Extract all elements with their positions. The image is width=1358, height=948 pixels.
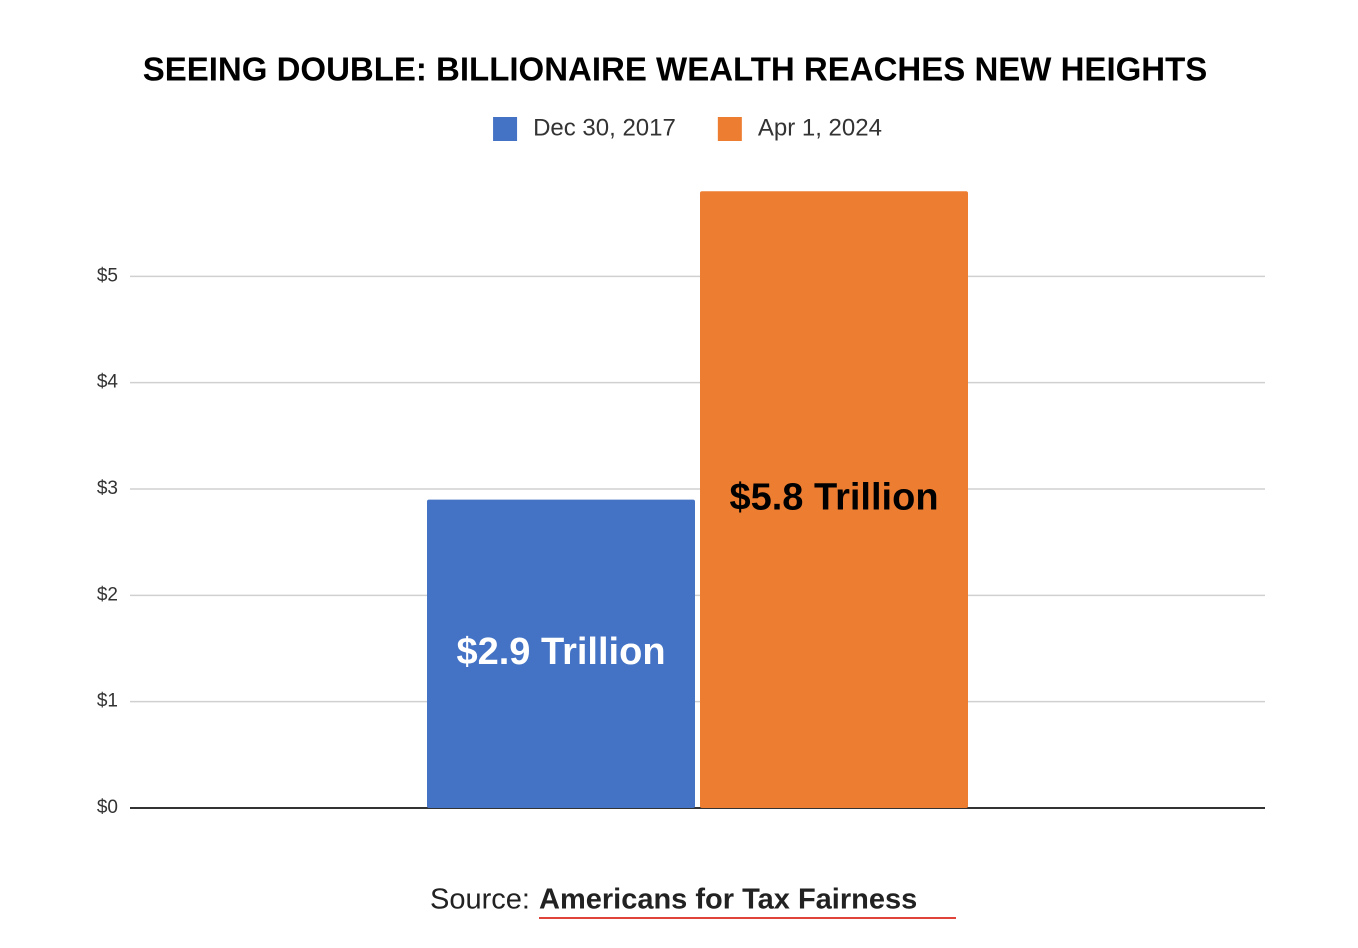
- legend-label: Apr 1, 2024: [758, 114, 882, 141]
- y-tick-label: $0: [97, 797, 118, 818]
- chart-title: SEEING DOUBLE: BILLIONAIRE WEALTH REACHE…: [143, 51, 1208, 88]
- value-label: $2.9 Trillion: [456, 631, 665, 673]
- source-label: Source:: [430, 884, 530, 916]
- y-tick-label: $2: [97, 584, 118, 605]
- y-tick-label: $5: [97, 265, 118, 286]
- legend-swatch: [493, 117, 518, 141]
- source-link[interactable]: Americans for Tax Fairness: [539, 884, 917, 916]
- y-tick-label: $3: [97, 478, 118, 499]
- value-label: $5.8 Trillion: [729, 477, 938, 519]
- y-tick-label: $4: [97, 372, 119, 393]
- legend: Dec 30, 2017 Apr 1, 2024: [493, 114, 882, 141]
- legend-swatch: [717, 117, 742, 141]
- bar: [700, 191, 968, 808]
- y-tick-label: $1: [97, 691, 118, 712]
- legend-label: Dec 30, 2017: [533, 114, 676, 141]
- source: Source: Americans for Tax Fairness: [430, 884, 956, 919]
- bar: [427, 499, 695, 808]
